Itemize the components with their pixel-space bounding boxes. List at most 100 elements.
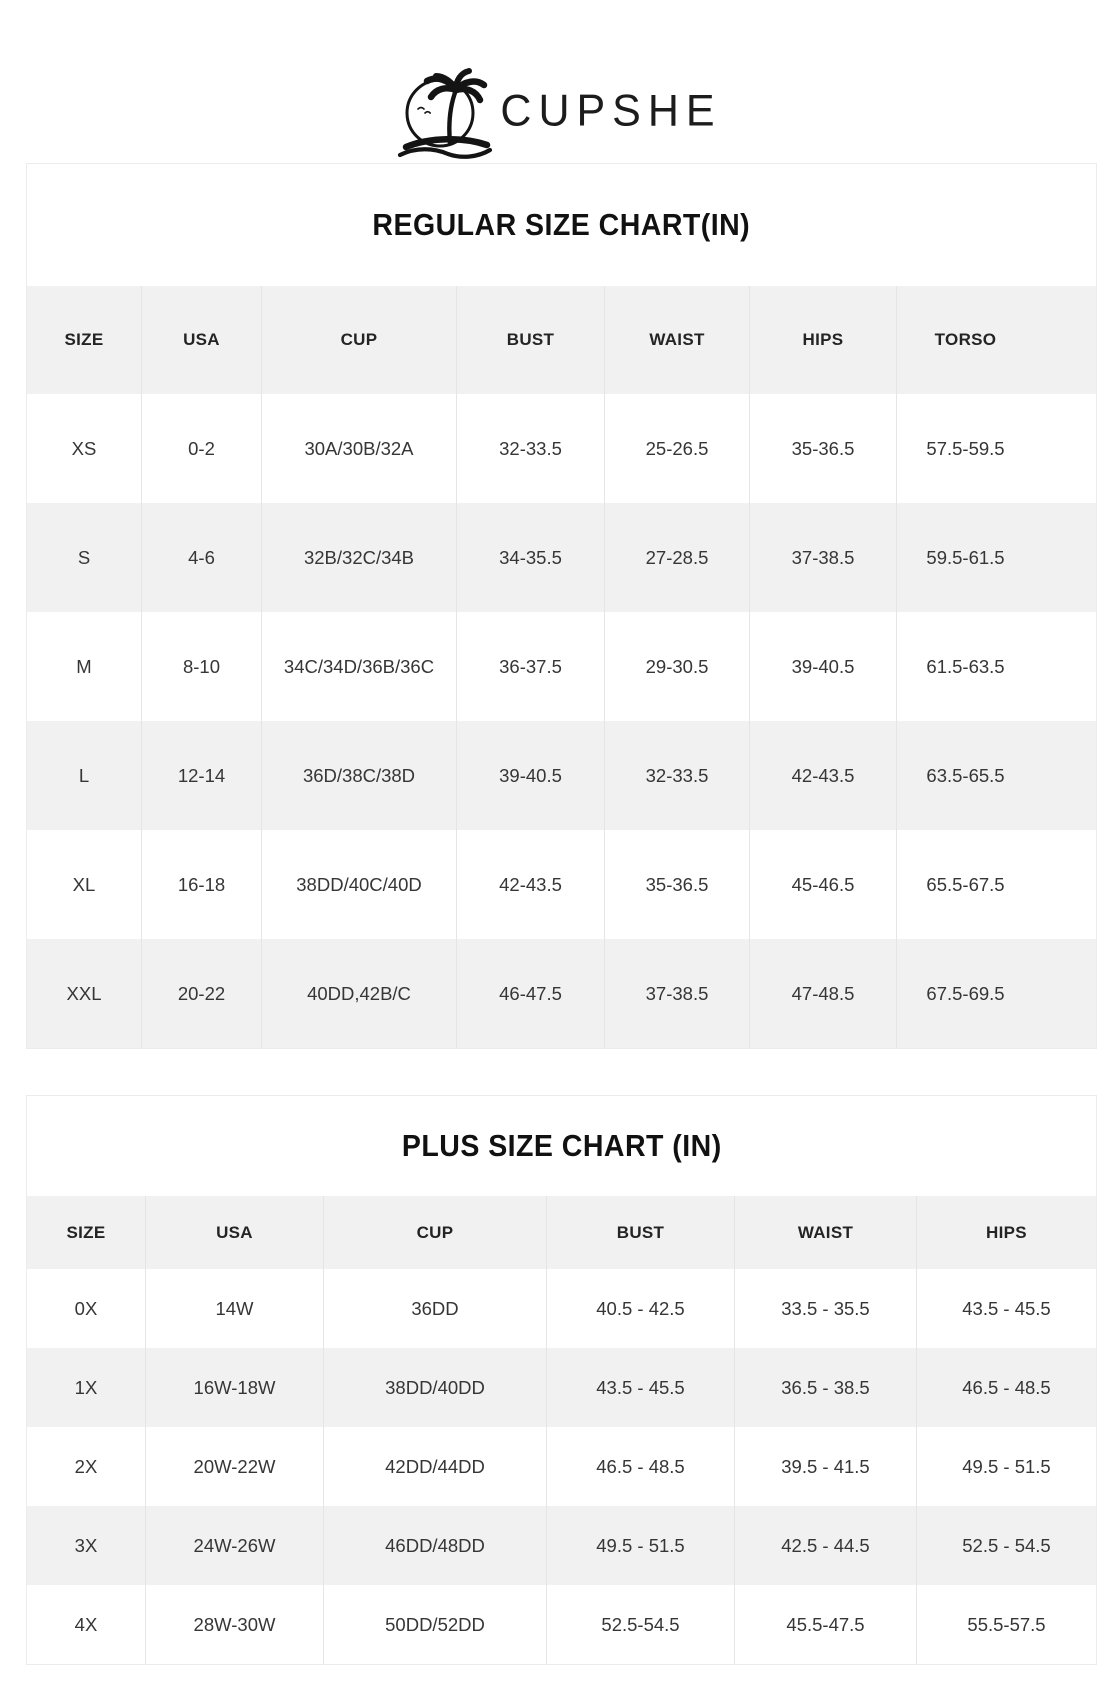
value-cell: 55.5-57.5 <box>967 1613 1046 1635</box>
value-cell: 39.5 - 41.5 <box>734 1427 917 1506</box>
value-cell: 39-40.5 <box>749 612 897 721</box>
value-cell: 42.5 - 44.5 <box>734 1506 917 1585</box>
value-cell: 40.5 - 42.5 <box>546 1269 735 1348</box>
value-cell: 36DD <box>323 1269 547 1348</box>
value-cell: 45.5-47.5 <box>734 1585 917 1664</box>
table-row: XXL 20-22 40DD,42B/C 46-47.5 37-38.5 47-48.5 6… <box>27 939 1096 1048</box>
value-cell: 28W-30W <box>145 1585 324 1664</box>
value-cell: 63.5-65.5 <box>926 764 1005 786</box>
plus-size-chart: PLUS SIZE CHART (IN) SIZE USA CUP BUST WAIST… <box>26 1095 1097 1665</box>
table-row: XS 0-2 30A/30B/32A 32-33.5 25-26.5 35-36.5 57.… <box>27 394 1096 503</box>
column-header-size: SIZE <box>27 286 142 394</box>
column-header-hips: HIPS <box>916 1196 1096 1269</box>
value-cell: 36.5 - 38.5 <box>734 1348 917 1427</box>
column-header-cup: CUP <box>323 1196 547 1269</box>
value-cell: 45-46.5 <box>749 830 897 939</box>
value-cell: 20W-22W <box>145 1427 324 1506</box>
value-cell: 43.5 - 45.5 <box>546 1348 735 1427</box>
table-row: S 4-6 32B/32C/34B 34-35.5 27-28.5 37-38.5 59.5… <box>27 503 1096 612</box>
value-cell: 52.5 - 54.5 <box>962 1534 1051 1556</box>
table-row: 4X 28W-30W 50DD/52DD 52.5-54.5 45.5-47.5 55.5… <box>27 1585 1096 1664</box>
column-header-waist: WAIST <box>604 286 750 394</box>
value-cell: 27-28.5 <box>604 503 750 612</box>
plus-chart-title: PLUS SIZE CHART (IN) <box>27 1096 1096 1196</box>
header-row: SIZE USA CUP BUST WAIST HIPS <box>27 1196 1096 1269</box>
size-cell: XS <box>27 394 142 503</box>
value-cell: 49.5 - 51.5 <box>962 1455 1051 1477</box>
size-cell: 4X <box>27 1585 146 1664</box>
size-cell: XXL <box>27 939 142 1048</box>
size-cell: XL <box>27 830 142 939</box>
value-cell: 57.5-59.5 <box>926 437 1005 459</box>
table-row: 0X 14W 36DD 40.5 - 42.5 33.5 - 35.5 43.5 - 45… <box>27 1269 1096 1348</box>
size-cell: L <box>27 721 142 830</box>
brand-logo: CUPSHE <box>0 0 1114 160</box>
table-row: M 8-10 34C/34D/36B/36C 36-37.5 29-30.5 39-40.… <box>27 612 1096 721</box>
table-row: XL 16-18 38DD/40C/40D 42-43.5 35-36.5 45-46.5… <box>27 830 1096 939</box>
value-cell: 65.5-67.5 <box>926 873 1005 895</box>
value-cell: 42-43.5 <box>749 721 897 830</box>
value-cell: 34C/34D/36B/36C <box>261 612 457 721</box>
size-cell: 0X <box>27 1269 146 1348</box>
value-cell: 38DD/40C/40D <box>261 830 457 939</box>
value-cell: 39-40.5 <box>456 721 605 830</box>
column-header-torso: TORSO <box>896 286 1096 394</box>
value-cell: 46.5 - 48.5 <box>962 1376 1051 1398</box>
column-header-waist: WAIST <box>734 1196 917 1269</box>
value-cell: 4-6 <box>141 503 262 612</box>
value-cell: 52.5-54.5 <box>546 1585 735 1664</box>
value-cell: 35-36.5 <box>749 394 897 503</box>
value-cell: 34-35.5 <box>456 503 605 612</box>
value-cell: 37-38.5 <box>749 503 897 612</box>
plus-chart-title-text: PLUS SIZE CHART (IN) <box>401 1128 722 1163</box>
brand-name: CUPSHE <box>500 85 722 136</box>
value-cell: 24W-26W <box>145 1506 324 1585</box>
size-cell: 1X <box>27 1348 146 1427</box>
value-cell: 46DD/48DD <box>323 1506 547 1585</box>
palm-tree-island-icon <box>398 68 493 159</box>
value-cell: 37-38.5 <box>604 939 750 1048</box>
value-cell: 12-14 <box>141 721 262 830</box>
column-header-usa: USA <box>145 1196 324 1269</box>
table-row: 3X 24W-26W 46DD/48DD 49.5 - 51.5 42.5 - 44.5… <box>27 1506 1096 1585</box>
value-cell: 16W-18W <box>145 1348 324 1427</box>
value-cell: 14W <box>145 1269 324 1348</box>
value-cell: 40DD,42B/C <box>261 939 457 1048</box>
value-cell: 32-33.5 <box>604 721 750 830</box>
value-cell: 8-10 <box>141 612 262 721</box>
size-cell: M <box>27 612 142 721</box>
size-cell: 3X <box>27 1506 146 1585</box>
value-cell: 59.5-61.5 <box>926 546 1005 568</box>
value-cell: 46.5 - 48.5 <box>546 1427 735 1506</box>
column-header-size: SIZE <box>27 1196 146 1269</box>
value-cell: 32B/32C/34B <box>261 503 457 612</box>
header-row: SIZE USA CUP BUST WAIST HIPS TORSO <box>27 286 1096 394</box>
column-header-bust: BUST <box>546 1196 735 1269</box>
value-cell: 16-18 <box>141 830 262 939</box>
value-cell: 35-36.5 <box>604 830 750 939</box>
table-row: 2X 20W-22W 42DD/44DD 46.5 - 48.5 39.5 - 41.5… <box>27 1427 1096 1506</box>
column-header-hips: HIPS <box>749 286 897 394</box>
regular-chart-title: REGULAR SIZE CHART(IN) <box>27 164 1096 286</box>
value-cell: 38DD/40DD <box>323 1348 547 1427</box>
column-header-bust: BUST <box>456 286 605 394</box>
value-cell: 20-22 <box>141 939 262 1048</box>
regular-size-table: SIZE USA CUP BUST WAIST HIPS TORSO XS 0-2 30A/30B… <box>27 286 1096 1048</box>
column-header-usa: USA <box>141 286 262 394</box>
plus-size-table: SIZE USA CUP BUST WAIST HIPS 0X 14W 36DD 40.5 - 4… <box>27 1196 1096 1664</box>
value-cell: 47-48.5 <box>749 939 897 1048</box>
value-cell: 42DD/44DD <box>323 1427 547 1506</box>
size-cell: S <box>27 503 142 612</box>
value-cell: 61.5-63.5 <box>926 655 1005 677</box>
value-cell: 46-47.5 <box>456 939 605 1048</box>
table-row: 1X 16W-18W 38DD/40DD 43.5 - 45.5 36.5 - 38.5… <box>27 1348 1096 1427</box>
value-cell: 32-33.5 <box>456 394 605 503</box>
value-cell: 30A/30B/32A <box>261 394 457 503</box>
table-row: L 12-14 36D/38C/38D 39-40.5 32-33.5 42-43.5 63… <box>27 721 1096 830</box>
value-cell: 43.5 - 45.5 <box>962 1297 1051 1319</box>
value-cell: 33.5 - 35.5 <box>734 1269 917 1348</box>
size-cell: 2X <box>27 1427 146 1506</box>
value-cell: 49.5 - 51.5 <box>546 1506 735 1585</box>
value-cell: 29-30.5 <box>604 612 750 721</box>
